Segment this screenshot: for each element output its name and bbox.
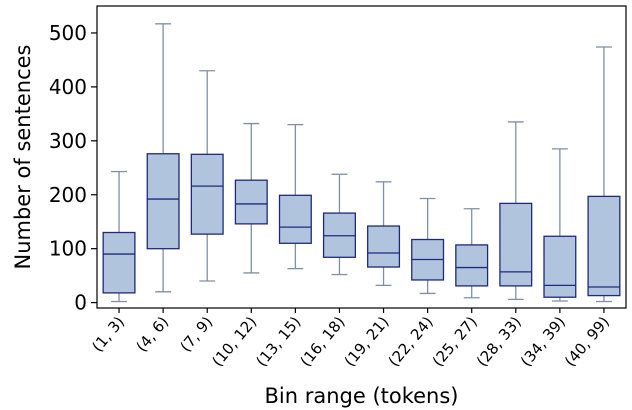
x-tick-label: (4, 6) [132,313,172,355]
x-axis-title: Bin range (tokens) [264,384,458,408]
y-tick-label: 300 [49,129,87,153]
y-axis-title: Number of sentences [11,45,35,270]
x-tick-label: (25, 27) [429,313,481,370]
box [455,244,489,287]
box-series [102,23,621,303]
box [367,225,401,268]
x-tick-label: (7, 9) [177,313,217,355]
box-group-6 [322,173,356,276]
box-group-2 [146,23,180,293]
plot-area [96,5,627,309]
y-axis: 0 100 200 300 400 500 [49,21,97,315]
box-group-11 [543,148,577,302]
box [543,235,577,298]
box-group-7 [367,181,401,287]
y-tick-label: 400 [49,75,87,99]
x-tick-label: (13, 15) [252,313,304,370]
x-tick-label: (28, 33) [473,313,525,370]
box [190,153,224,235]
x-tick-label: (19, 21) [341,313,393,370]
x-axis: (1, 3) (4, 6) (7, 9)(10, 12)(13, 15)(16, 1… [88,308,613,370]
box-group-1 [102,170,136,303]
box-group-8 [411,197,445,295]
plot-frame [96,5,627,309]
box-group-9 [455,208,489,299]
box [278,194,312,244]
box [499,202,533,287]
y-tick-label: 100 [49,237,87,261]
y-tick-label: 200 [49,183,87,207]
x-tick-label: (1, 3) [88,313,128,355]
y-tick-label: 500 [49,21,87,45]
x-tick-label: (40, 99) [561,313,613,370]
box-group-4 [234,122,268,274]
x-tick-label: (34, 39) [517,313,569,370]
y-tick-label: 0 [74,291,87,315]
box-group-10 [499,121,533,301]
x-tick-label: (22, 24) [385,313,437,370]
box [146,153,180,250]
box [587,195,621,297]
box [234,179,268,225]
x-tick-label: (16, 18) [297,313,349,370]
box [102,231,136,294]
box-group-12 [587,46,621,303]
x-tick-label: (10, 12) [208,313,260,370]
box-group-3 [190,70,224,282]
box-group-5 [278,123,312,270]
